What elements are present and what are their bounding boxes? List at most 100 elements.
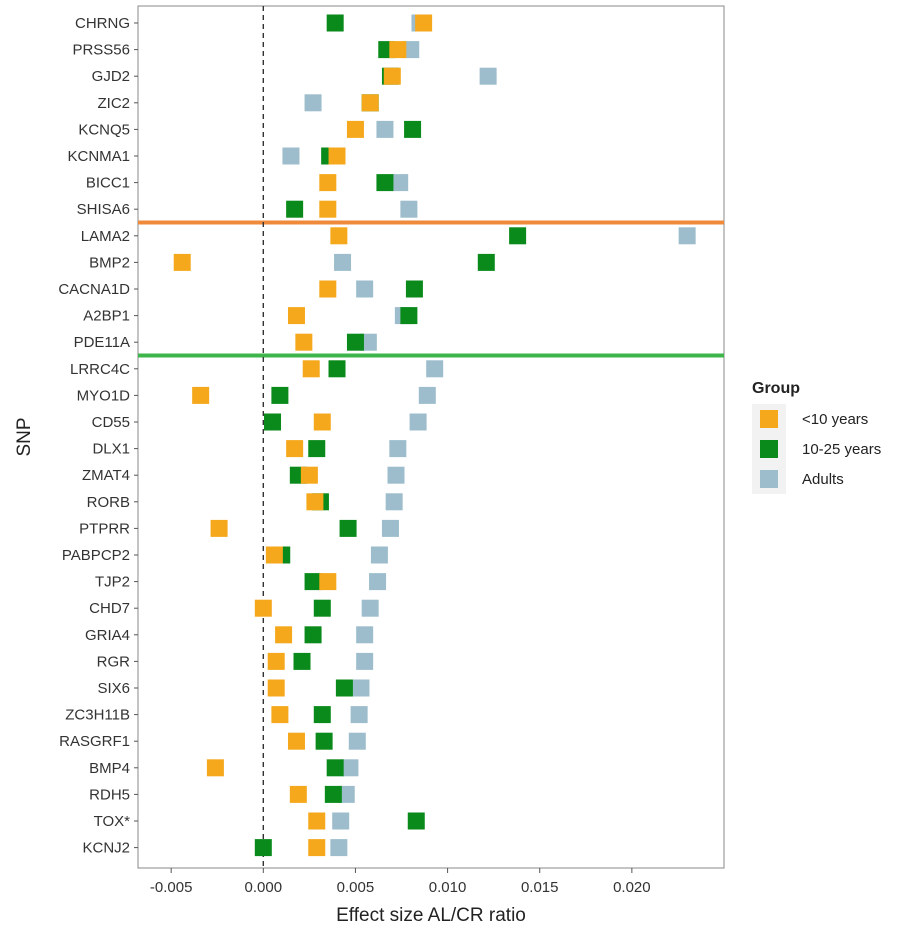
point-10-years-zc3h11b [271, 706, 289, 724]
point-10-years-lrrc4c [302, 360, 320, 378]
point-10-25-years-ptprr [339, 519, 357, 537]
point-10-25-years-rdh5 [324, 785, 342, 803]
point-10-25-years-cd55 [264, 413, 282, 431]
point-adults-gjd2 [479, 67, 497, 85]
point-adults-gria4 [356, 626, 374, 644]
legend-swatch-10-years [760, 410, 778, 428]
point-adults-rdh5 [337, 785, 355, 803]
point-10-years-pabpcp2 [265, 546, 283, 564]
point-adults-cd55 [409, 413, 427, 431]
point-10-years-rasgrf1 [287, 732, 305, 750]
point-10-25-years-lrrc4c [328, 360, 346, 378]
point-10-25-years-gria4 [304, 626, 322, 644]
y-tick-label-cd55: CD55 [92, 414, 130, 431]
point-10-years-rdh5 [289, 785, 307, 803]
y-tick-label-pabpcp2: PABPCP2 [62, 547, 130, 564]
point-adults-prss56 [402, 41, 420, 59]
x-tick-label: 0.005 [337, 879, 375, 896]
point-10-years-gria4 [275, 626, 293, 644]
point-10-years-ptprr [210, 519, 228, 537]
point-10-25-years-kcnq5 [404, 120, 422, 138]
y-tick-label-lama2: LAMA2 [81, 228, 130, 245]
y-tick-label-bicc1: BICC1 [86, 175, 130, 192]
point-adults-chd7 [361, 599, 379, 617]
y-tick-label-rgr: RGR [97, 653, 131, 670]
y-tick-label-zmat4: ZMAT4 [82, 467, 130, 484]
y-tick-label-chrng: CHRNG [75, 15, 130, 32]
point-10-years-gjd2 [383, 67, 401, 85]
y-tick-label-cacna1d: CACNA1D [58, 281, 130, 298]
point-10-25-years-dlx1 [308, 440, 326, 458]
x-tick-label: 0.010 [429, 879, 467, 896]
y-tick-label-pde11a: PDE11A [74, 334, 130, 351]
separator-lines [138, 220, 724, 358]
point-10-25-years-kcnj2 [254, 839, 272, 857]
plot-panel [137, 5, 725, 869]
point-10-years-chrng [415, 14, 433, 32]
point-adults-shisa6 [400, 200, 418, 218]
point-adults-tox [332, 812, 350, 830]
legend-swatch-10-25-years [760, 440, 778, 458]
point-10-25-years-bmp4 [326, 759, 344, 777]
point-10-years-six6 [267, 679, 285, 697]
y-tick-label-shisa6: SHISA6 [77, 201, 130, 218]
point-adults-pabpcp2 [370, 546, 388, 564]
y-tick-label-chd7: CHD7 [89, 600, 130, 617]
y-tick-label-bmp2: BMP2 [89, 254, 130, 271]
y-tick-label-zc3h11b: ZC3H11B [65, 707, 130, 724]
legend-label-10-years: <10 years [802, 411, 868, 428]
y-tick-labels: CHRNG PRSS56 GJD2 ZIC2 KCNQ5 KCNMA1 BICC1 SHISA… [58, 15, 138, 857]
point-10-25-years-cacna1d [405, 280, 423, 298]
y-tick-label-six6: SIX6 [97, 680, 130, 697]
point-adults-bmp4 [341, 759, 359, 777]
y-tick-label-zic2: ZIC2 [97, 95, 130, 112]
x-tick-label: 0.015 [521, 879, 559, 896]
y-tick-label-bmp4: BMP4 [89, 760, 130, 777]
point-10-years-rorb [306, 493, 324, 511]
point-adults-bicc1 [391, 174, 409, 192]
point-10-25-years-chrng [326, 14, 344, 32]
y-tick-label-gjd2: GJD2 [92, 68, 130, 85]
point-10-25-years-pde11a [346, 333, 364, 351]
x-ticks: -0.005 0.000 0.005 0.010 0.015 0.020 [150, 868, 651, 896]
point-10-years-tjp2 [319, 573, 337, 591]
point-10-25-years-bmp2 [477, 253, 495, 271]
point-10-25-years-bicc1 [376, 174, 394, 192]
point-10-25-years-lama2 [509, 227, 527, 245]
point-10-years-rgr [267, 652, 285, 670]
y-tick-label-tox: TOX* [94, 813, 131, 830]
point-adults-lrrc4c [426, 360, 444, 378]
point-adults-pde11a [359, 333, 377, 351]
point-adults-bmp2 [334, 253, 352, 271]
y-tick-label-rorb: RORB [87, 494, 130, 511]
y-tick-label-rasgrf1: RASGRF1 [59, 733, 130, 750]
y-tick-label-tjp2: TJP2 [95, 574, 130, 591]
point-10-25-years-six6 [335, 679, 353, 697]
point-10-years-kcnj2 [308, 839, 326, 857]
point-10-25-years-rgr [293, 652, 311, 670]
x-tick-label: -0.005 [150, 879, 193, 896]
legend-swatch-adults [760, 470, 778, 488]
point-adults-lama2 [678, 227, 696, 245]
y-tick-label-rdh5: RDH5 [89, 786, 130, 803]
point-adults-kcnma1 [282, 147, 300, 165]
point-10-years-tox [308, 812, 326, 830]
point-10-25-years-zc3h11b [313, 706, 331, 724]
point-10-years-cd55 [313, 413, 331, 431]
legend: Group <10 years 10-25 years Adults [752, 380, 881, 494]
point-adults-kcnj2 [330, 839, 348, 857]
legend-label-10-25-years: 10-25 years [802, 441, 881, 458]
point-adults-zc3h11b [350, 706, 368, 724]
point-10-25-years-chd7 [313, 599, 331, 617]
point-10-years-zic2 [361, 94, 379, 112]
point-adults-ptprr [381, 519, 399, 537]
point-adults-zic2 [304, 94, 322, 112]
point-10-25-years-shisa6 [286, 200, 304, 218]
y-tick-label-kcnq5: KCNQ5 [78, 121, 130, 138]
y-axis-title: SNP [14, 417, 35, 456]
point-adults-tjp2 [369, 573, 387, 591]
point-adults-dlx1 [389, 440, 407, 458]
point-10-years-prss56 [389, 41, 407, 59]
point-adults-rorb [385, 493, 403, 511]
